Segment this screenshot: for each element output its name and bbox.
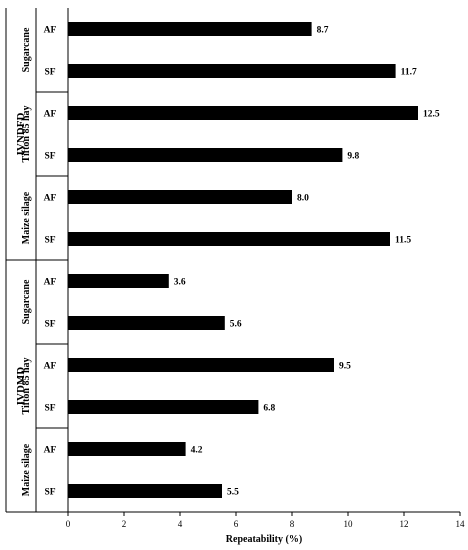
- bar: [68, 400, 259, 414]
- x-tick-label: 8: [290, 519, 295, 529]
- category-label: AF: [44, 362, 57, 372]
- bar-value-label: 5.5: [227, 488, 239, 498]
- x-tick-label: 10: [344, 519, 354, 529]
- bar-value-label: 11.7: [401, 68, 417, 78]
- x-axis-title: Repeatability (%): [226, 534, 302, 545]
- subgroup-label: Sugarcane: [21, 27, 32, 72]
- bar: [68, 316, 225, 330]
- category-label: AF: [44, 26, 57, 36]
- category-label: SF: [44, 68, 55, 78]
- category-label: SF: [44, 236, 55, 246]
- bar: [68, 442, 186, 456]
- group-label: IVDMD: [15, 367, 27, 406]
- category-label: SF: [44, 152, 55, 162]
- subgroup-label: Tifton 85 hay: [21, 357, 32, 414]
- category-label: AF: [44, 110, 57, 120]
- subgroup-label: Sugarcane: [21, 279, 32, 324]
- category-label: SF: [44, 320, 55, 330]
- bar: [68, 106, 418, 120]
- x-tick-label: 0: [66, 519, 71, 529]
- bar: [68, 232, 390, 246]
- subgroup-label: Maize silage: [21, 443, 32, 496]
- bar-value-label: 8.7: [317, 26, 329, 36]
- bar: [68, 484, 222, 498]
- bar: [68, 64, 396, 78]
- bar-value-label: 11.5: [395, 236, 411, 246]
- x-tick-label: 12: [400, 519, 409, 529]
- x-tick-label: 4: [178, 519, 183, 529]
- category-label: SF: [44, 404, 55, 414]
- subgroup-label: Tifton 85 hay: [21, 105, 32, 162]
- bar: [68, 274, 169, 288]
- bar: [68, 190, 292, 204]
- bar-value-label: 9.8: [347, 152, 359, 162]
- bar-value-label: 12.5: [423, 110, 440, 120]
- bar: [68, 358, 334, 372]
- bar-value-label: 6.8: [263, 404, 275, 414]
- bar-value-label: 5.6: [230, 320, 242, 330]
- group-label: IVNDFD: [15, 113, 27, 156]
- category-label: AF: [44, 446, 57, 456]
- x-tick-label: 14: [456, 519, 466, 529]
- category-label: SF: [44, 488, 55, 498]
- chart-marks: 8.7 AF 11.7 SF Sugarcane 12.5 AF 9.8 SF Tifton 85…: [5, 8, 466, 529]
- category-label: AF: [44, 194, 57, 204]
- subgroup-label: Maize silage: [21, 191, 32, 244]
- bar: [68, 22, 312, 36]
- x-tick-label: 2: [122, 519, 127, 529]
- bar: [68, 148, 343, 162]
- bar-value-label: 9.5: [339, 362, 351, 372]
- bar-value-label: 8.0: [297, 194, 309, 204]
- x-tick-label: 6: [234, 519, 239, 529]
- bar-value-label: 3.6: [174, 278, 186, 288]
- bar-value-label: 4.2: [191, 446, 203, 456]
- category-label: AF: [44, 278, 57, 288]
